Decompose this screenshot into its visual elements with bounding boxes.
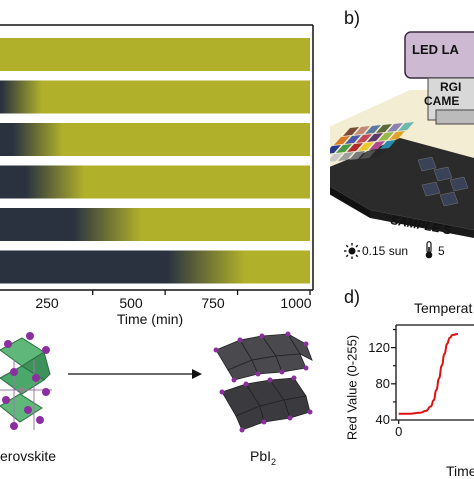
led-lamp-label: LED LA bbox=[412, 42, 459, 57]
sample-wafer bbox=[433, 166, 453, 182]
panel-a-figure bbox=[0, 24, 314, 295]
degradation-stripe bbox=[0, 165, 310, 199]
x-tick-label-500: 500 bbox=[119, 295, 143, 311]
camera-label-line1: RGI bbox=[440, 80, 462, 94]
color-patch bbox=[365, 125, 381, 134]
sample-stage bbox=[330, 138, 474, 230]
stage-edge-front bbox=[370, 210, 474, 238]
perovskite-label: erovskite bbox=[0, 448, 57, 464]
color-patch bbox=[349, 151, 365, 160]
color-patch bbox=[389, 131, 405, 140]
color-patch bbox=[336, 144, 352, 153]
panel-c-figure bbox=[0, 331, 313, 433]
color-patch bbox=[371, 149, 387, 158]
panel-d-y-tick-label: 120 bbox=[368, 339, 390, 355]
stage-edge-left bbox=[330, 186, 370, 218]
color-patch bbox=[398, 122, 414, 131]
color-checker-chart bbox=[330, 122, 469, 207]
degradation-stripe bbox=[0, 208, 310, 241]
panel-d-axes bbox=[391, 324, 474, 424]
sample-wafer bbox=[417, 156, 437, 172]
sample-wafer bbox=[449, 176, 469, 192]
sample-wafer bbox=[439, 191, 459, 207]
degradation-stripe bbox=[0, 250, 310, 284]
panel-d-y-tick-label: 80 bbox=[375, 375, 390, 391]
color-patch bbox=[369, 141, 385, 150]
panel-d-x-tick-label: 0 bbox=[395, 424, 403, 439]
color-patch bbox=[330, 153, 343, 162]
color-patch bbox=[376, 124, 392, 133]
color-patch bbox=[338, 152, 354, 161]
pbi2-label: PbI2 bbox=[250, 448, 276, 467]
degradation-stripe bbox=[0, 123, 310, 156]
color-patch bbox=[354, 126, 370, 135]
sun-icon bbox=[344, 243, 360, 259]
pbi2-label-main: PbI bbox=[250, 448, 272, 464]
color-patch bbox=[347, 143, 363, 152]
color-patch bbox=[330, 154, 332, 157]
color-patch bbox=[358, 142, 374, 151]
thermometer-icon bbox=[424, 241, 434, 259]
panel-b-label: b) bbox=[344, 8, 361, 28]
x-tick-label-1000: 1000 bbox=[280, 295, 312, 311]
color-patch bbox=[356, 134, 372, 143]
color-patch bbox=[380, 140, 396, 149]
setup-illustration bbox=[330, 31, 474, 238]
color-patch bbox=[360, 150, 376, 159]
color-patch bbox=[367, 133, 383, 142]
color-patch bbox=[387, 123, 403, 132]
panel-d-label: d) bbox=[344, 287, 361, 307]
temperature-label: 5 bbox=[438, 244, 445, 258]
perovskite-structure bbox=[0, 332, 52, 430]
x-tick-marks bbox=[92, 290, 311, 295]
camera-label-line2: CAME bbox=[424, 94, 460, 108]
degradation-stripe bbox=[0, 38, 310, 71]
color-patch bbox=[334, 136, 350, 145]
red-value-curve bbox=[398, 333, 458, 415]
color-patch bbox=[330, 145, 341, 154]
color-patch bbox=[343, 127, 359, 136]
panel-d-title: Temperat bbox=[414, 300, 473, 316]
sun-intensity-label: 0.15 sun bbox=[362, 244, 409, 258]
sample-wafer bbox=[421, 181, 441, 197]
color-patch bbox=[378, 132, 394, 141]
camera-lens bbox=[435, 109, 474, 125]
x-tick-label-250: 250 bbox=[35, 295, 59, 311]
stripe-group bbox=[0, 38, 310, 284]
degradation-stripe bbox=[0, 80, 310, 114]
color-patch bbox=[345, 135, 361, 144]
x-axis-label: Time (min) bbox=[116, 311, 184, 327]
panel-d-y-tick-label: 40 bbox=[375, 412, 390, 427]
pbi2-label-subscript: 2 bbox=[271, 456, 277, 467]
pbi2-structure bbox=[213, 331, 313, 433]
arrow-head bbox=[192, 369, 202, 379]
x-tick-label-750: 750 bbox=[201, 295, 225, 311]
